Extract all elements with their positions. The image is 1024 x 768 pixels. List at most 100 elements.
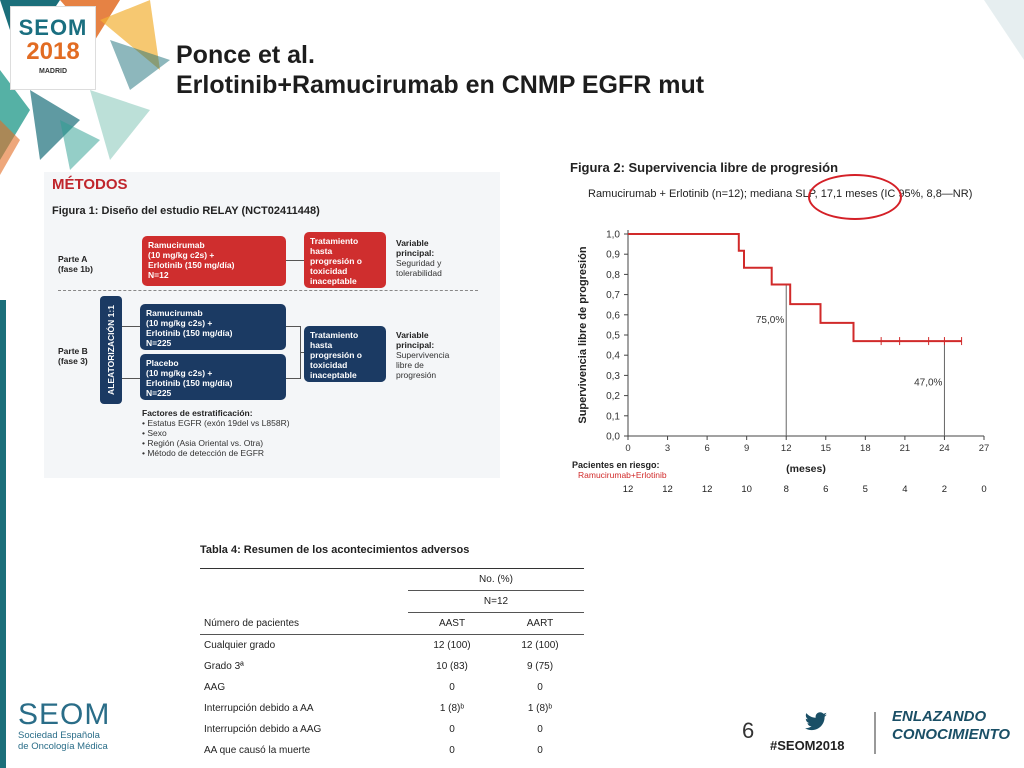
table-cell-aart: 12 (100): [521, 640, 559, 651]
risk-table-value: 0: [981, 484, 986, 495]
risk-table-value: 5: [863, 484, 868, 495]
part-a-label: Parte A (fase 1b): [58, 254, 93, 274]
part-b-treat-l3: progresión o: [310, 350, 362, 360]
strat-item-4: • Método de detección de EGFR: [142, 448, 265, 458]
x-tick-label: 15: [820, 443, 831, 454]
part-b-arm2-l4: N=225: [146, 388, 172, 398]
seom-footer-title: SEOM: [18, 698, 111, 731]
randomization-label: ALEATORIZACIÓN 1:1: [106, 305, 116, 395]
part-b-end-l4: libre de: [396, 360, 424, 370]
randomization-connector-top: [122, 326, 140, 327]
x-tick-label: 12: [781, 443, 792, 454]
table-cell-aart: 0: [537, 745, 543, 756]
table-cell-label: AA que causó la muerte: [204, 745, 311, 756]
slogan-line1: ENLAZANDO: [892, 708, 987, 725]
y-axis-label: Supervivencia libre de progresión: [577, 246, 589, 424]
risk-table-value: 12: [623, 484, 634, 495]
logo-line2: 2018: [26, 38, 80, 65]
part-a-arm-l3: Erlotinib (150 mg/día): [148, 260, 235, 270]
y-tick-label: 0,7: [606, 290, 620, 301]
part-a-arm-box: Ramucirumab (10 mg/kg c2s) + Erlotinib (…: [142, 236, 286, 286]
hashtag: #SEOM2018: [770, 738, 845, 753]
part-a-treat-l1: Tratamiento: [310, 236, 359, 246]
stratification-factors: Factores de estratificación: • Estatus E…: [142, 408, 290, 458]
figure2-subtitle: Ramucirumab + Erlotinib (n=12); mediana …: [588, 188, 973, 200]
part-b-end-l2: principal:: [396, 340, 435, 350]
randomization-connector-bottom: [122, 378, 140, 379]
km-series-line: [628, 233, 962, 343]
figure1-title: Figura 1: Diseño del estudio RELAY (NCT0…: [52, 205, 320, 217]
arm2-connector: [286, 378, 300, 379]
x-tick-label: 24: [939, 443, 950, 454]
table-cell-aart: 0: [537, 682, 543, 693]
table-row: Cualquier grado 12 (100) 12 (100): [200, 635, 584, 657]
table-cell-aart: 1 (8)ᵇ: [527, 703, 553, 714]
table-row: AA que causó la muerte 0 0: [200, 740, 584, 761]
table-header-n: N=12: [408, 590, 584, 613]
part-a-end-l2: principal:: [396, 248, 435, 258]
part-b-end-l1: Variable: [396, 330, 429, 340]
page-number: 6: [742, 718, 755, 743]
figure2-title: Figura 2: Supervivencia libre de progres…: [570, 160, 839, 175]
y-tick-label: 0,1: [606, 411, 620, 422]
left-accent-strip: [0, 300, 6, 768]
footer-divider: [874, 712, 876, 754]
table-row: Interrupción debido a AAG 0 0: [200, 719, 584, 740]
km-chart: 0,0 0,1 0,2 0,3 0,4 0,5 0,6 0,7 0,8 0,9 1,0 0 3 6 9 12 1…: [572, 230, 990, 496]
part-a-label1: Parte A: [58, 254, 88, 264]
part-b-arm1-l1: Ramucirumab: [146, 308, 203, 318]
part-a-label2: (fase 1b): [58, 264, 93, 274]
x-tick-label: 3: [665, 443, 670, 454]
part-b-treatment-box: Tratamiento hasta progresión o toxicidad…: [304, 326, 386, 382]
part-b-arm2-l1: Placebo: [146, 358, 179, 368]
twitter-icon: [804, 712, 827, 731]
strat-title: Factores de estratificación:: [142, 408, 253, 418]
highlight-circle: [808, 174, 902, 220]
y-tick-label: 1,0: [606, 230, 620, 241]
reference-label: 75,0%: [756, 315, 784, 326]
table-col2: AART: [526, 618, 554, 629]
part-b-arm1-l4: N=225: [146, 338, 172, 348]
part-a-treat-l4: toxicidad: [310, 266, 348, 276]
decorative-background-right: [984, 0, 1024, 60]
x-tick-label: 0: [625, 443, 630, 454]
strat-item-3: • Región (Asia Oriental vs. Otra): [142, 438, 264, 448]
part-a-end-l4: tolerabilidad: [396, 268, 442, 278]
logo-line3: MADRID: [39, 68, 67, 75]
table-cell-aast: 0: [449, 745, 455, 756]
part-a-treat-l3: progresión o: [310, 256, 362, 266]
part-b-end-l3: Supervivencia: [396, 350, 450, 360]
part-a-end-l1: Variable: [396, 238, 429, 248]
part-a-arm-l1: Ramucirumab: [148, 240, 205, 250]
part-b-label1: Parte B: [58, 346, 88, 356]
methods-heading: MÉTODOS: [52, 176, 128, 193]
part-b-end-l5: progresión: [396, 370, 437, 380]
part-b-treat-l5: inaceptable: [310, 370, 357, 380]
seom-footer-sub2: de Oncología Médica: [18, 741, 108, 752]
table-cell-aast: 1 (8)ᵇ: [439, 703, 465, 714]
table-cell-label: Interrupción debido a AAG: [204, 724, 322, 735]
table-header-no: No. (%): [408, 568, 584, 591]
risk-table-value: 12: [662, 484, 673, 495]
part-b-arm2-l3: Erlotinib (150 mg/día): [146, 378, 233, 388]
risk-table-value: 8: [784, 484, 789, 495]
part-a-treat-l2: hasta: [310, 246, 333, 256]
x-tick-label: 27: [979, 443, 990, 454]
part-a-connector: [286, 260, 304, 261]
x-tick-label: 21: [900, 443, 911, 454]
part-b-arm2-l2: (10 mg/kg c2s) +: [146, 368, 213, 378]
arm1-connector: [286, 326, 300, 327]
y-tick-label: 0,2: [606, 391, 620, 402]
part-b-arm2-box: Placebo (10 mg/kg c2s) + Erlotinib (150 …: [140, 354, 286, 400]
table-header-row3: Número de pacientes AAST AART: [200, 613, 584, 635]
table4-title: Tabla 4: Resumen de los acontecimientos …: [200, 544, 470, 556]
table-cell-label: Interrupción debido a AA: [204, 703, 314, 714]
part-a-arm-l2: (10 mg/kg c2s) +: [148, 250, 215, 260]
part-b-label: Parte B (fase 3): [58, 346, 88, 366]
part-b-arm1-l3: Erlotinib (150 mg/día): [146, 328, 233, 338]
table-cell-aart: 0: [537, 724, 543, 735]
slide-title: Ponce et al. Erlotinib+Ramucirumab en CN…: [176, 40, 704, 100]
strat-item-2: • Sexo: [142, 428, 167, 438]
part-b-endpoint: Variable principal: Supervivencia libre …: [396, 330, 449, 380]
part-a-end-l3: Seguridad y: [396, 258, 442, 268]
